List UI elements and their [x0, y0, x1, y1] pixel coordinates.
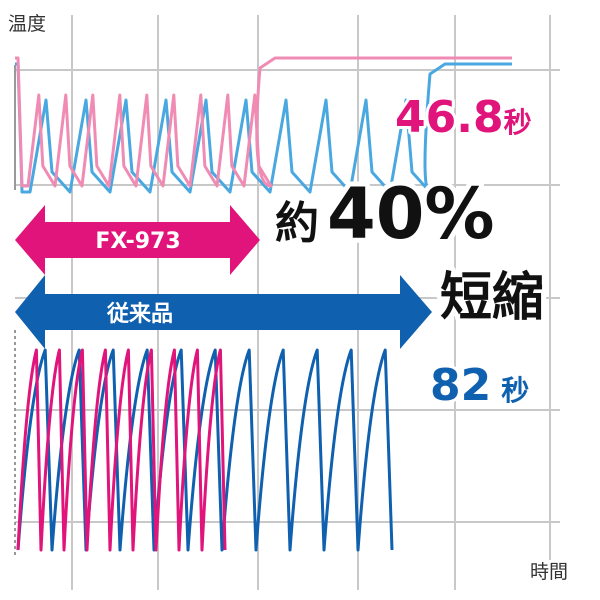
arrow-new [15, 205, 260, 275]
arrow-label: 従来品 [106, 301, 173, 327]
new-time-value: 46.8 [395, 92, 504, 143]
curve [16, 348, 394, 552]
reduction-value: 40% [327, 173, 495, 255]
curve [16, 348, 227, 552]
old-time: 82 秒 [430, 360, 529, 411]
old-time-unit: 秒 [501, 374, 529, 407]
x-axis-label: 時間 [530, 561, 568, 583]
reduction-suffix: 短縮 [440, 268, 544, 328]
y-axis-label: 温度 [8, 13, 46, 35]
arrow-old [15, 275, 432, 349]
reduction-prefix: 約 [275, 198, 319, 249]
new-time-unit: 秒 [504, 106, 532, 139]
curve [15, 56, 512, 188]
new-time: 46.8秒 [395, 92, 532, 143]
arrow-label: FX-973 [95, 229, 180, 254]
curves [15, 56, 512, 552]
reduction: 約 40% [275, 173, 495, 255]
old-time-value: 82 [430, 360, 491, 411]
curve [15, 62, 512, 194]
